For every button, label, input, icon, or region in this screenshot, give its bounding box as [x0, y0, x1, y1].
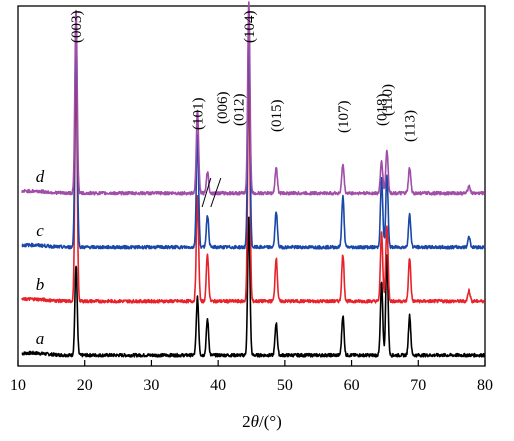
x-tick-label-10: 10 — [10, 377, 26, 394]
series-label-b: b — [36, 275, 45, 294]
peak-label-018: (018) — [375, 94, 391, 127]
peak-label-015: (015) — [269, 100, 285, 133]
x-tick-label-20: 20 — [77, 377, 93, 394]
series-label-c: c — [36, 221, 44, 240]
x-axis-title: 2θ/(°) — [242, 412, 282, 431]
series-line-b — [21, 61, 486, 304]
peak-label-003: (003) — [69, 11, 85, 44]
peak-label-107: (107) — [336, 101, 352, 134]
x-tick-label-30: 30 — [143, 377, 159, 394]
series-label-d: d — [36, 167, 45, 186]
series-group — [21, 1, 486, 358]
x-tick-label-40: 40 — [210, 377, 226, 394]
peak-label-101: (101) — [190, 98, 206, 131]
series-labels: a b c d — [36, 167, 45, 348]
x-tick-label-70: 70 — [410, 377, 426, 394]
peak-label-104: (104) — [242, 11, 258, 44]
series-line-a — [21, 216, 486, 358]
peak-label-006: (006) — [215, 92, 231, 125]
x-tick-label-80: 80 — [477, 377, 493, 394]
annotations-group: (003) (101) (006) (012) (104) (015) (107) (018)… — [69, 11, 419, 208]
x-tick-label-60: 60 — [344, 377, 360, 394]
series-line-c — [21, 18, 486, 250]
peak-label-012: (012) — [231, 94, 247, 127]
series-label-a: a — [36, 329, 45, 348]
peak-label-110: (110) — [380, 84, 396, 116]
series-line-d — [21, 1, 486, 196]
x-tick-label-50: 50 — [277, 377, 293, 394]
peak-label-113: (113) — [403, 110, 419, 142]
leader-012 — [210, 177, 222, 208]
plot-frame — [17, 5, 486, 367]
leader-006 — [201, 177, 212, 208]
x-ticks: 10 20 30 40 50 60 70 80 — [10, 360, 493, 394]
